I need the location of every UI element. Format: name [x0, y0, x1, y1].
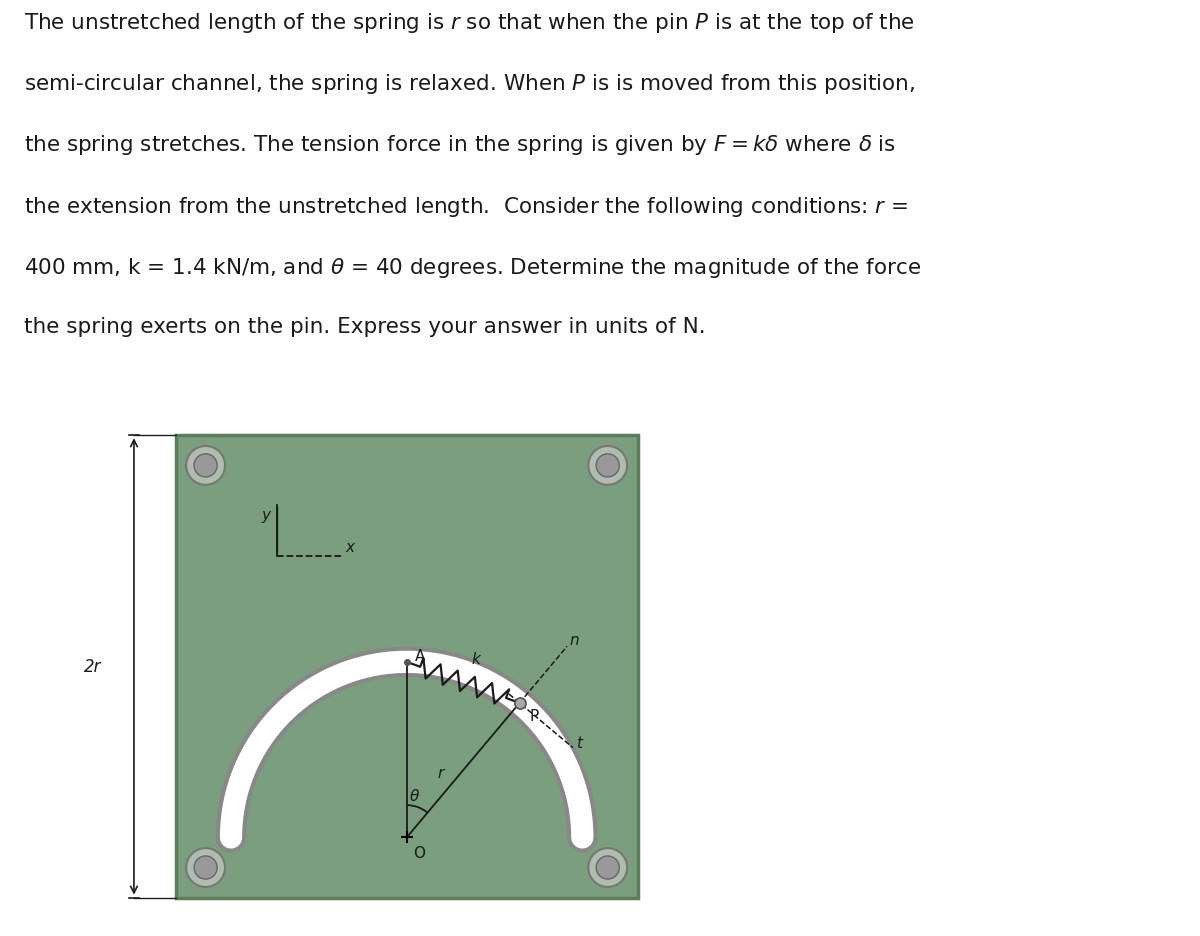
Text: the spring stretches. The tension force in the spring is given by $F = k\delta$ : the spring stretches. The tension force … — [24, 133, 896, 157]
Circle shape — [194, 454, 217, 477]
Text: x: x — [346, 539, 355, 554]
Text: 400 mm, k = 1.4 kN/m, and $\theta$ = 40 degrees. Determine the magnitude of the : 400 mm, k = 1.4 kN/m, and $\theta$ = 40 … — [24, 256, 920, 279]
Text: 2r: 2r — [84, 658, 101, 676]
Circle shape — [596, 856, 619, 879]
Text: y: y — [262, 507, 270, 522]
Text: semi-circular channel, the spring is relaxed. When $P$ is is moved from this pos: semi-circular channel, the spring is rel… — [24, 72, 916, 96]
Text: A: A — [415, 648, 425, 663]
Circle shape — [186, 848, 226, 887]
Text: the extension from the unstretched length.  Consider the following conditions: $: the extension from the unstretched lengt… — [24, 195, 908, 218]
Text: The unstretched length of the spring is $r$ so that when the pin $P$ is at the t: The unstretched length of the spring is … — [24, 11, 914, 36]
Bar — [175, 436, 637, 898]
Circle shape — [596, 454, 619, 477]
Circle shape — [186, 446, 226, 485]
Circle shape — [588, 446, 628, 485]
Text: $\theta$: $\theta$ — [409, 787, 420, 803]
Circle shape — [194, 856, 217, 879]
Circle shape — [588, 848, 628, 887]
Text: n: n — [570, 633, 580, 648]
Text: O: O — [414, 845, 426, 860]
Text: P: P — [529, 709, 539, 724]
Text: the spring exerts on the pin. Express your answer in units of N.: the spring exerts on the pin. Express yo… — [24, 316, 706, 336]
Text: k: k — [472, 651, 481, 666]
Text: r: r — [438, 766, 444, 781]
Text: t: t — [576, 736, 582, 751]
